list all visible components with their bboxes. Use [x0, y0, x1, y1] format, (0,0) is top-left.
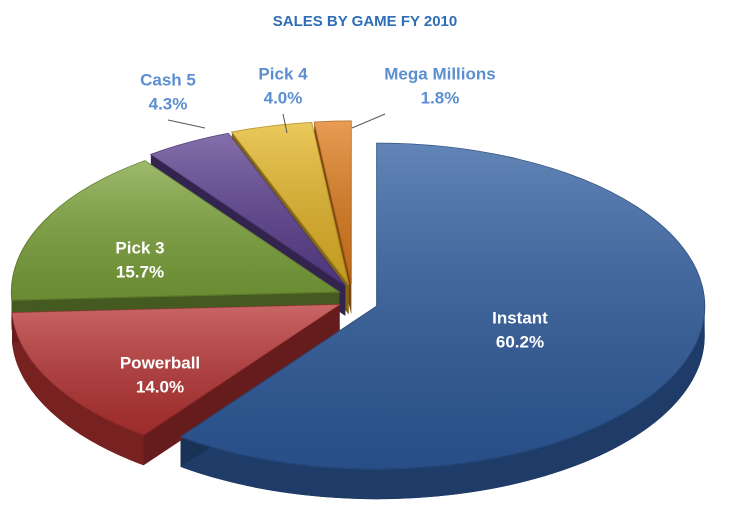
- leader-line: [282, 113, 288, 134]
- slice-label: Cash 5: [140, 70, 196, 89]
- pie: [10, 120, 706, 500]
- slice-label: Powerball: [120, 353, 200, 372]
- slice-value-label: 60.2%: [496, 332, 544, 351]
- slice-value-label: 1.8%: [421, 88, 460, 107]
- slice-wall: [12, 312, 144, 466]
- slice-wall: [180, 306, 705, 500]
- leader-line: [167, 119, 206, 129]
- slice-label: Instant: [492, 308, 548, 327]
- slice-value-label: 14.0%: [136, 377, 184, 396]
- slice-label: Pick 3: [115, 238, 164, 257]
- slice-shine: [314, 121, 352, 285]
- slice-shine: [12, 304, 340, 436]
- slice-label: Pick 4: [258, 64, 308, 83]
- slice-shine: [11, 160, 340, 301]
- slice-face: [143, 304, 340, 466]
- slice-shine: [180, 143, 705, 470]
- leader-line: [351, 113, 386, 129]
- slice-value-label: 15.7%: [116, 262, 164, 281]
- slice-value-label: 4.0%: [264, 88, 303, 107]
- slice-value-label: 4.3%: [149, 94, 188, 113]
- slice-label: Mega Millions: [384, 64, 495, 83]
- slice-shine: [150, 133, 346, 286]
- chart-title: SALES BY GAME FY 2010: [273, 13, 458, 30]
- slice-shine: [231, 122, 349, 285]
